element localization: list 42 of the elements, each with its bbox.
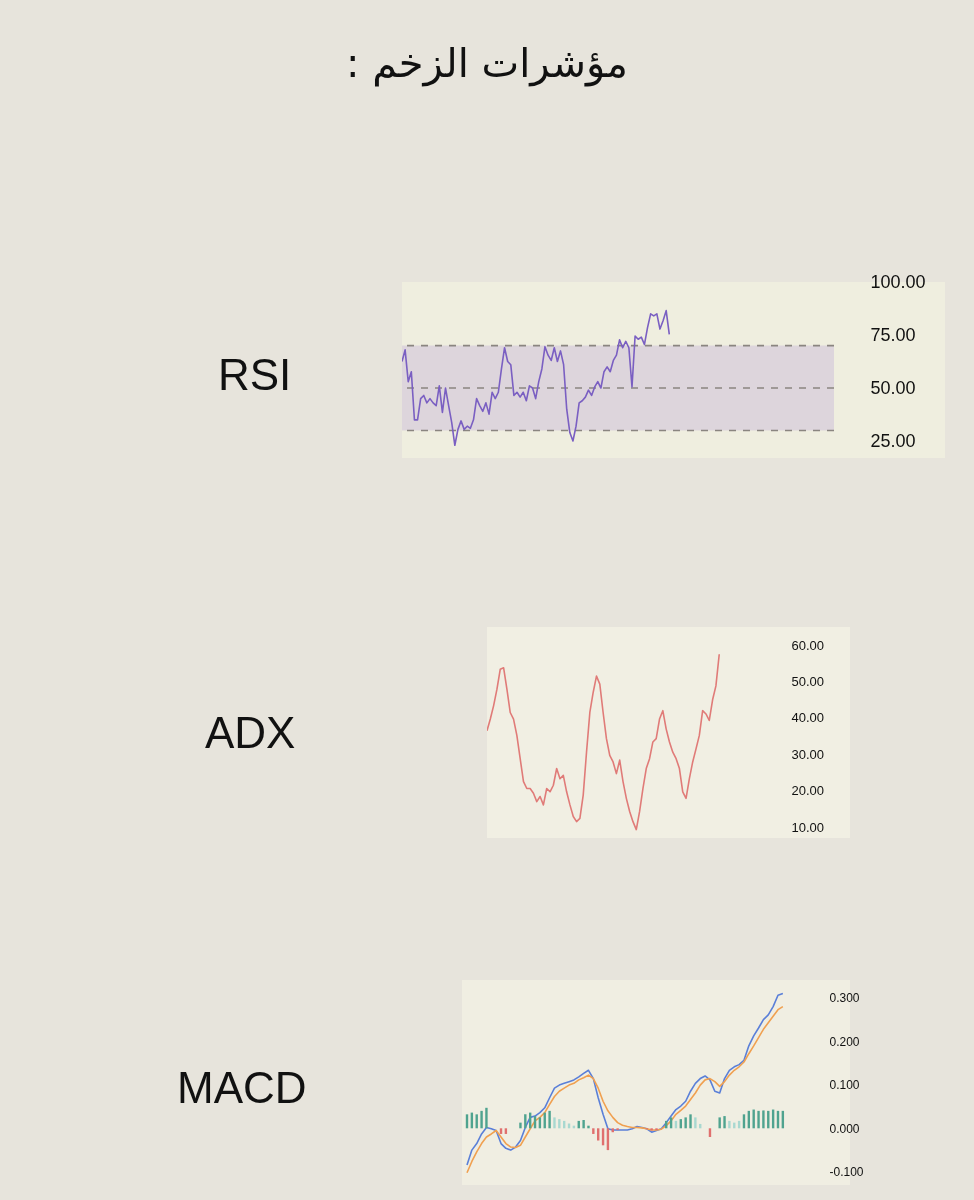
bar xyxy=(694,1117,697,1129)
bar xyxy=(723,1116,726,1129)
y-tick-label: -0.100 xyxy=(829,1165,864,1180)
bar xyxy=(524,1114,527,1129)
bar xyxy=(689,1114,692,1129)
text: RSI xyxy=(218,350,292,400)
bar xyxy=(650,1128,653,1131)
bar xyxy=(519,1122,522,1129)
y-tick-label: 0.100 xyxy=(829,1078,860,1093)
y-tick-label: 0.300 xyxy=(829,990,860,1005)
y-tick-label: 25.00 xyxy=(870,430,916,451)
bar xyxy=(752,1109,755,1129)
text: ADX xyxy=(205,708,296,758)
bar xyxy=(480,1110,483,1129)
line-series xyxy=(402,309,671,447)
y-tick-label: 50.00 xyxy=(791,674,825,690)
y-tick-label: 75.00 xyxy=(870,324,916,345)
text: مؤشرات الزخم : xyxy=(344,40,630,86)
bar xyxy=(558,1119,561,1129)
bar xyxy=(592,1128,595,1134)
y-tick-label: 10.00 xyxy=(791,819,825,835)
line-series xyxy=(487,653,721,831)
bar xyxy=(718,1117,721,1129)
bar xyxy=(485,1107,488,1129)
bar xyxy=(684,1117,687,1129)
y-tick-label: 40.00 xyxy=(791,710,825,726)
y-tick-label: 30.00 xyxy=(791,746,825,762)
bar xyxy=(762,1110,765,1129)
y-tick-label: 50.00 xyxy=(870,377,916,398)
bar xyxy=(728,1120,731,1129)
y-tick-label: 0.200 xyxy=(829,1034,860,1049)
y-tick-label: 100.00 xyxy=(870,271,926,292)
bar xyxy=(587,1125,590,1129)
y-tick-label: 20.00 xyxy=(791,783,825,799)
text: MACD xyxy=(177,1063,307,1113)
bar xyxy=(548,1110,551,1129)
bar xyxy=(582,1120,585,1129)
bar xyxy=(597,1128,600,1141)
y-tick-label: 60.00 xyxy=(791,637,825,653)
y-tick-label: 0.000 xyxy=(829,1121,860,1136)
bar xyxy=(757,1110,760,1129)
bar xyxy=(553,1117,556,1129)
